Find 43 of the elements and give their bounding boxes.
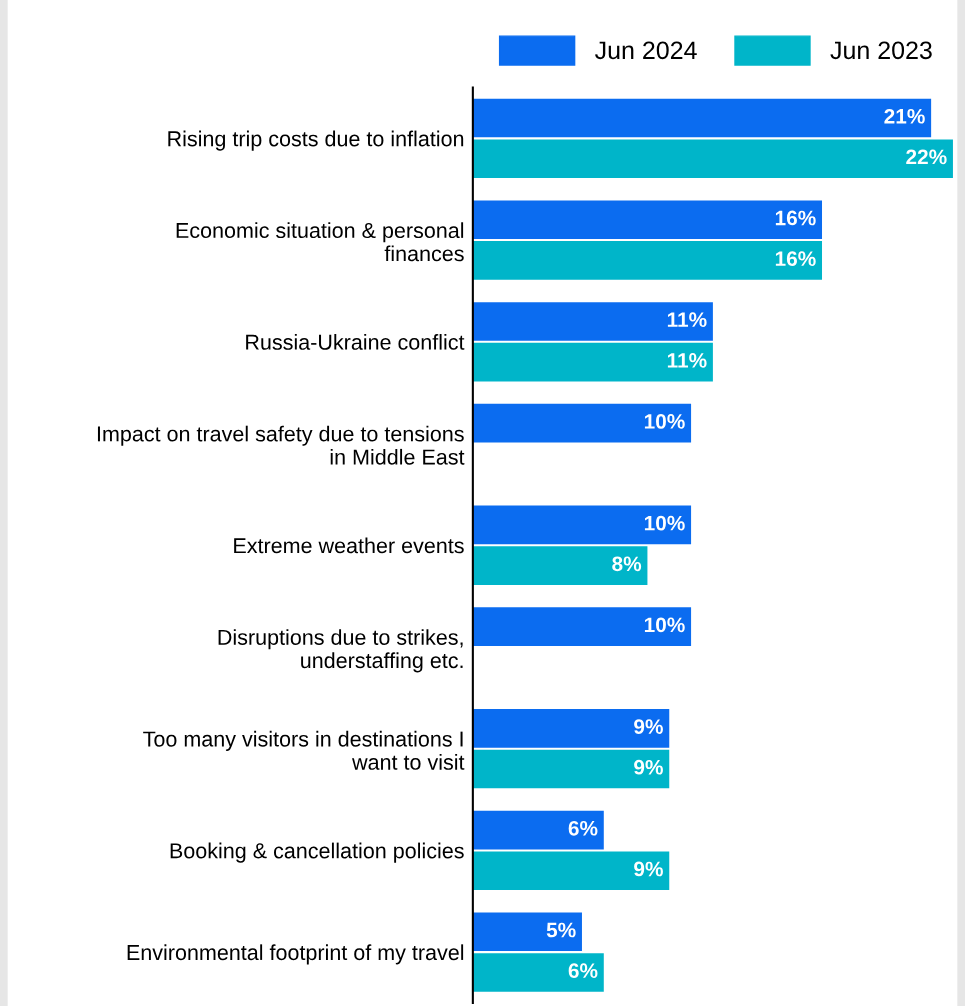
data-label: 10% — [644, 515, 685, 531]
bar — [472, 709, 670, 748]
data-label: 11% — [667, 312, 707, 328]
bar — [472, 953, 604, 992]
y-tick-label: Russia-Ukraine conflict — [246, 334, 465, 350]
bar — [472, 851, 670, 891]
bar — [472, 139, 953, 179]
bar — [472, 749, 670, 789]
data-label: 10% — [644, 414, 685, 429]
y-tick-label: Too many visitors in destinations I want to visit — [143, 730, 465, 770]
y-tick-label: Booking & cancellation policies — [170, 842, 464, 863]
data-label: 16% — [775, 251, 816, 267]
data-label: 11% — [667, 353, 707, 368]
bar — [472, 912, 582, 952]
data-label: 10% — [644, 617, 685, 633]
bar — [472, 546, 648, 585]
bar — [472, 241, 823, 280]
data-label: 9% — [634, 861, 663, 877]
y-tick-label: Extreme weather events — [234, 537, 464, 554]
y-tick-label: Economic situation & personal finances — [176, 222, 464, 262]
bar — [472, 200, 823, 240]
bar — [472, 302, 713, 341]
bar — [472, 607, 692, 646]
bar — [472, 403, 692, 443]
data-label: 21% — [884, 108, 925, 124]
y-tick-label: Disruptions due to strikes, understaffing etc. — [218, 629, 463, 673]
data-label: 9% — [634, 719, 663, 734]
bar — [472, 342, 713, 382]
y-tick-label: Impact on travel safety due to tensions in Middle East — [97, 425, 465, 465]
data-label: 16% — [775, 210, 816, 226]
bar — [472, 505, 692, 545]
bar — [472, 98, 932, 138]
data-label: 5% — [546, 922, 576, 938]
data-label: 9% — [634, 759, 663, 775]
legend-label: Jun 2023 — [830, 41, 932, 60]
bar — [472, 810, 604, 850]
y-tick-label: Rising trip costs due to inflation — [168, 130, 464, 151]
data-label: 6% — [568, 820, 598, 836]
data-label: 8% — [612, 556, 642, 572]
data-label: 6% — [568, 963, 598, 979]
data-label: 22% — [906, 149, 947, 165]
y-tick-label: Environmental footprint of my travel — [127, 944, 464, 965]
legend-label: Jun 2024 — [595, 41, 697, 60]
